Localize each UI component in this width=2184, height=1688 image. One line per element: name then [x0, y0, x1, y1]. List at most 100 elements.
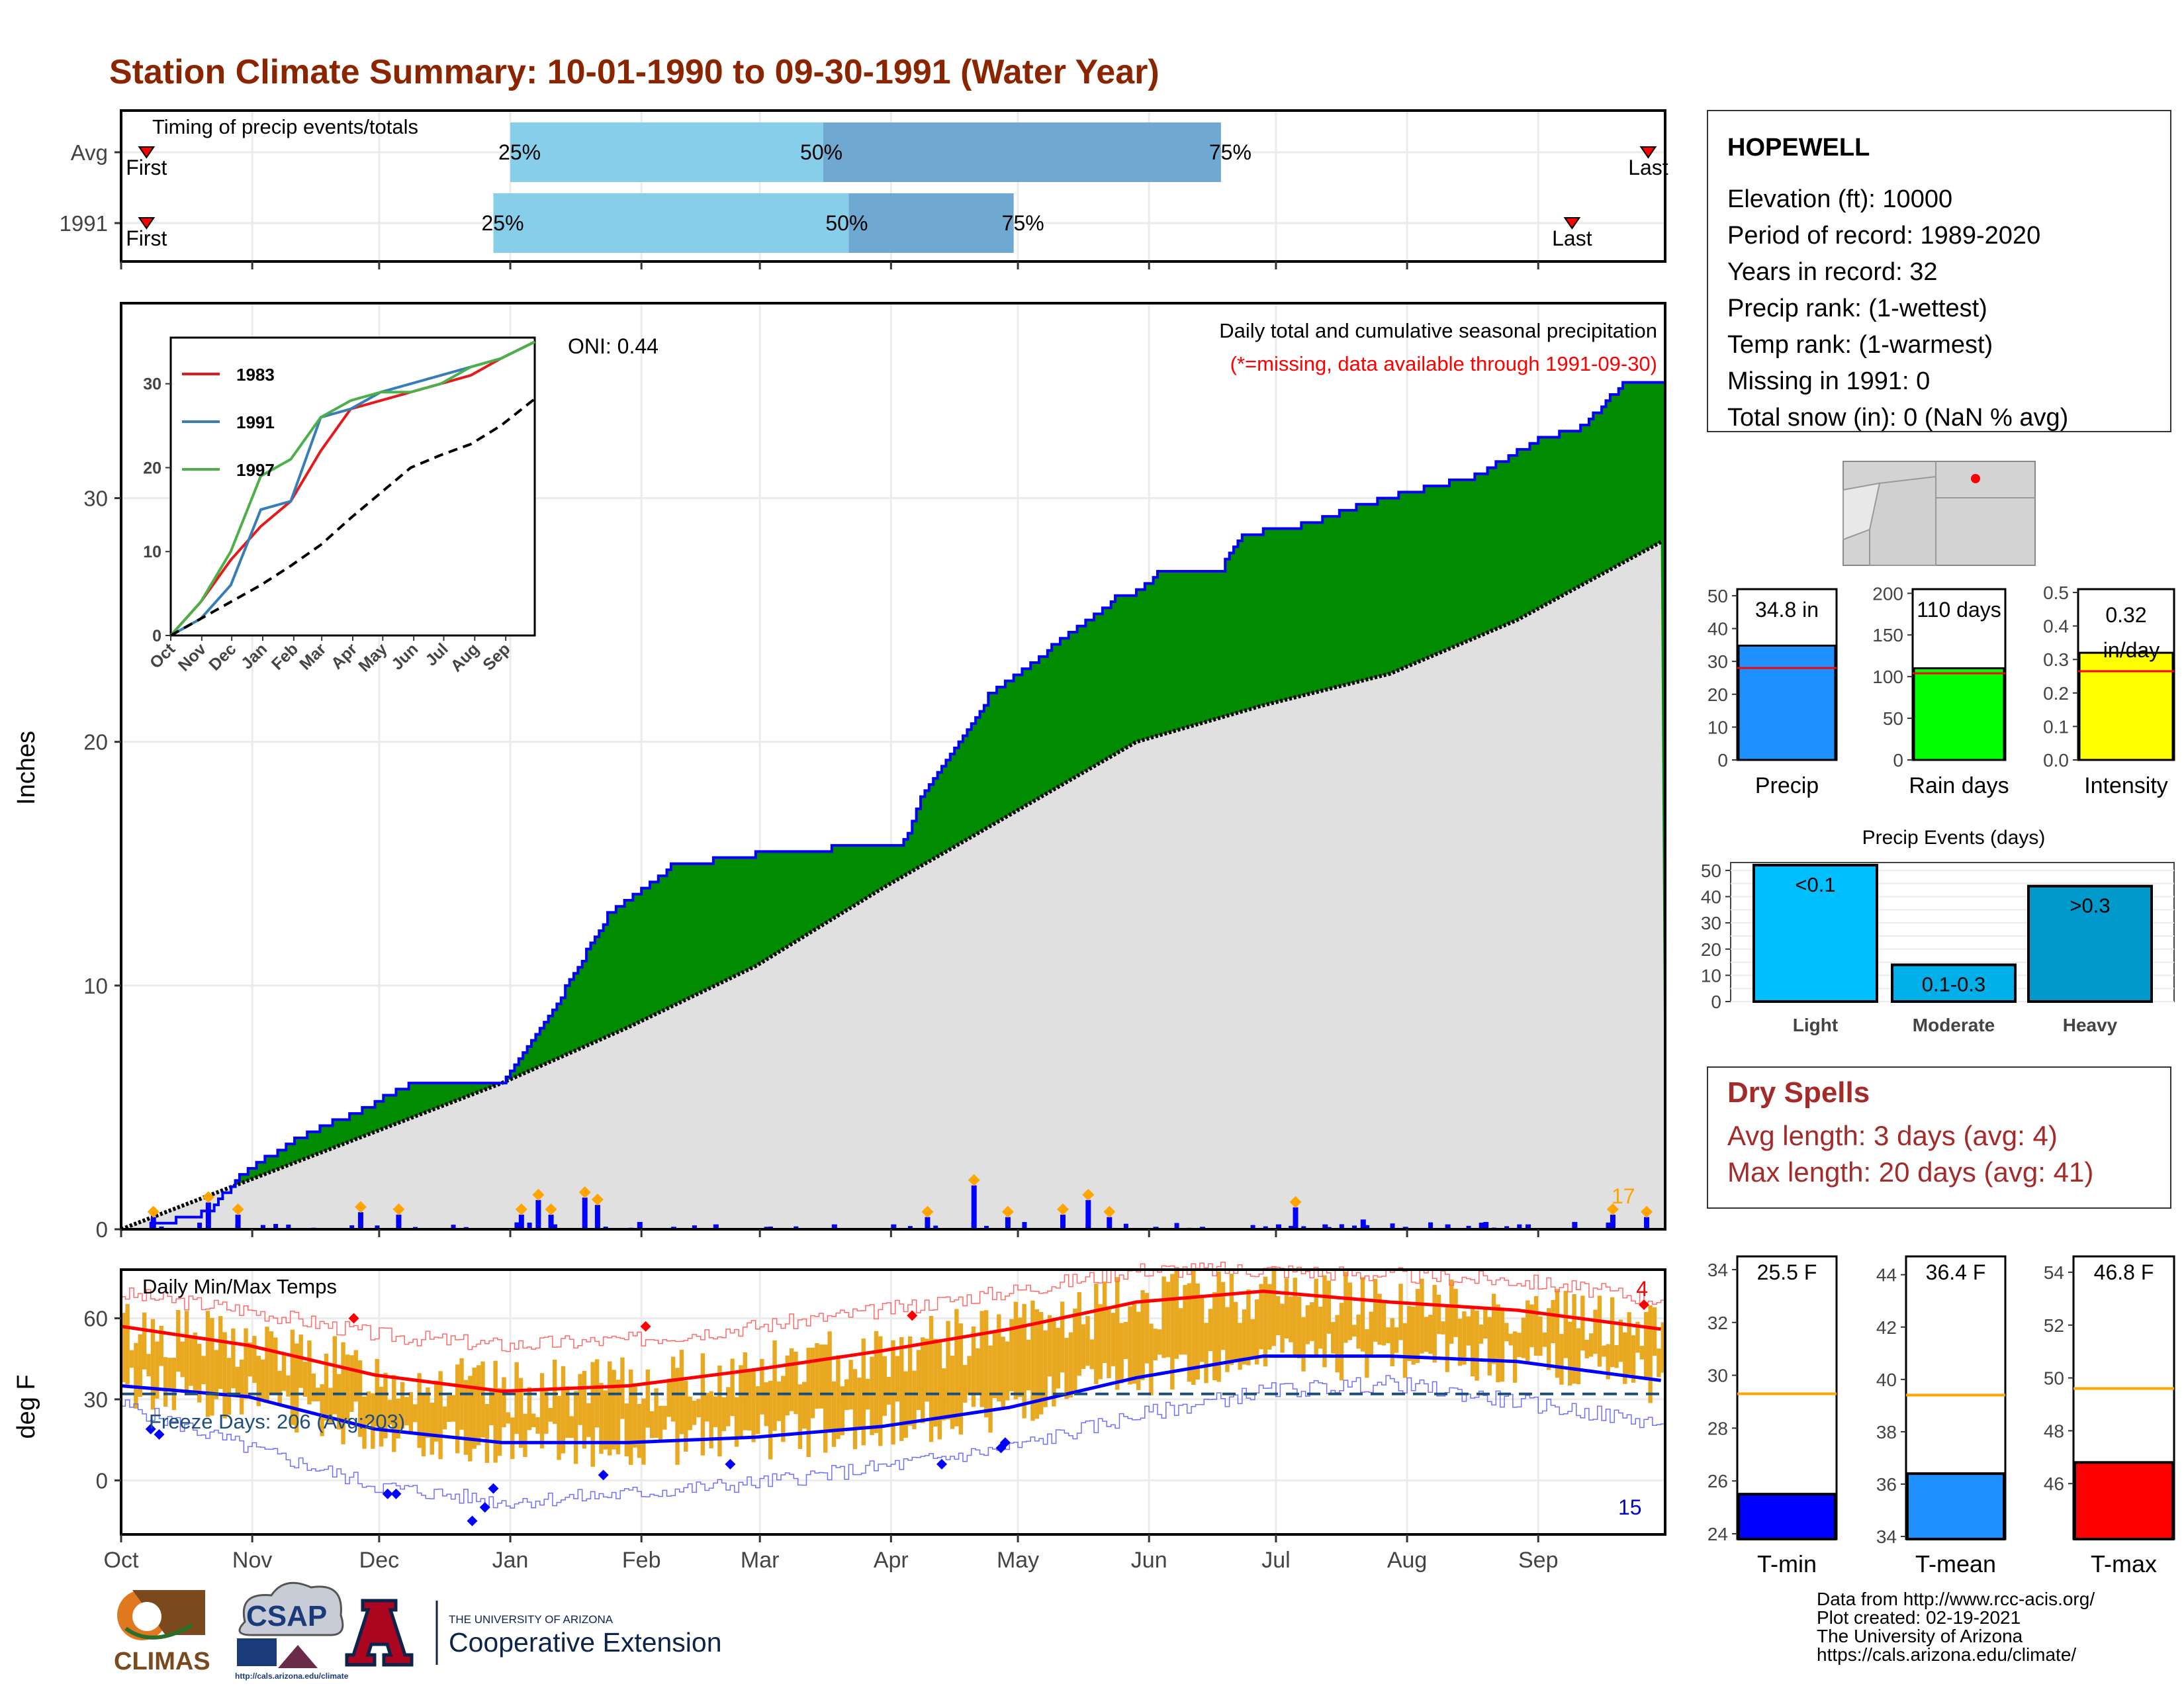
first-marker [138, 146, 156, 159]
min-count: 15 [1618, 1495, 1642, 1519]
daily-precip-bar [235, 1223, 240, 1229]
daily-temp-bar [1220, 1282, 1226, 1350]
daily-temp-bar [1119, 1323, 1124, 1383]
daily-temp-bar [1043, 1330, 1048, 1407]
daily-temp-bar [1314, 1278, 1318, 1358]
temp-summary-bars: 24 26 28 30 32 34 25.5 F T-min 34 36 38 40 42 44 36.4 … [1707, 1255, 2175, 1577]
daily-temp-bar [1246, 1289, 1251, 1366]
daily-temp-bar [447, 1395, 451, 1423]
daily-temp-bar [1580, 1295, 1585, 1351]
daily-precip-bar [1107, 1217, 1113, 1229]
daily-precip-bar [1479, 1223, 1484, 1229]
temp-ytick-label: 0 [96, 1468, 108, 1493]
daily-temp-bar [654, 1388, 659, 1438]
inset-ytick-label: 10 [143, 543, 161, 561]
daily-temp-bar [451, 1395, 455, 1422]
daily-temp-bar [988, 1345, 993, 1433]
daily-temp-bar [1056, 1327, 1060, 1389]
daily-precip-bar [286, 1225, 291, 1229]
daily-precip-bar [794, 1226, 799, 1229]
timing-pct-label: 50% [825, 211, 868, 235]
daily-temp-bar [1496, 1304, 1500, 1383]
temp-bar-ytick-label: 34 [1876, 1526, 1897, 1547]
timing-pct-label: 25% [481, 211, 523, 235]
daily-temp-bar [1584, 1340, 1589, 1358]
daily-temp-bar [544, 1389, 549, 1434]
daily-temp-bar [1470, 1307, 1475, 1377]
inset-legend-label: 1983 [236, 365, 275, 385]
daily-temp-bar [937, 1340, 942, 1440]
daily-temp-bar [565, 1386, 570, 1438]
daily-temp-bar [1326, 1280, 1332, 1334]
daily-temp-bar [1089, 1339, 1095, 1370]
daily-temp-bar [1538, 1316, 1543, 1356]
daily-temp-bar [620, 1357, 625, 1419]
events-ytick-label: 10 [1701, 965, 1721, 986]
daily-temp-bar [700, 1353, 705, 1456]
summary-value-label: 34.8 in [1755, 598, 1819, 622]
record-low-marker [479, 1502, 490, 1513]
daily-temp-bar [1453, 1289, 1458, 1337]
daily-temp-bar [1352, 1325, 1357, 1336]
precip-event-count: 17 [1612, 1184, 1635, 1208]
event-category-label: Heavy [2063, 1015, 2118, 1035]
daily-temp-bar [933, 1338, 938, 1427]
temp-bar-ytick-label: 28 [1707, 1418, 1728, 1438]
daily-temp-bar [1487, 1317, 1492, 1376]
daily-temp-bar [776, 1382, 782, 1421]
first-label: First [126, 156, 167, 179]
daily-temp-bar [612, 1370, 616, 1450]
heavy-event-marker [232, 1203, 244, 1215]
daily-temp-bar [1271, 1267, 1276, 1346]
daily-temp-bar [400, 1382, 405, 1429]
daily-temp-bar [679, 1350, 684, 1434]
daily-temp-bar [726, 1387, 731, 1427]
daily-temp-bar [357, 1360, 363, 1437]
daily-temp-bar [535, 1417, 540, 1434]
daily-temp-bar [649, 1411, 655, 1438]
daily-temp-bar [815, 1343, 819, 1409]
month-label: Dec [359, 1548, 399, 1573]
record-high-marker [1639, 1299, 1650, 1311]
daily-temp-bar [1449, 1280, 1454, 1344]
daily-temp-bar [692, 1401, 697, 1425]
daily-temp-bar [1572, 1294, 1576, 1384]
daily-temp-bar [252, 1336, 257, 1383]
daily-temp-bar [1310, 1302, 1314, 1341]
daily-precip-bar [349, 1225, 355, 1229]
daily-temp-bar [789, 1348, 794, 1411]
daily-precip-bar [159, 1226, 164, 1229]
daily-temp-bar [1009, 1319, 1014, 1391]
daily-temp-bar [1144, 1293, 1150, 1364]
daily-temp-bar [599, 1383, 604, 1454]
daily-temp-bar [608, 1361, 612, 1456]
daily-temp-bar [827, 1331, 832, 1433]
daily-temp-bar [150, 1319, 156, 1410]
daily-temp-bar [489, 1390, 494, 1426]
month-label: Nov [232, 1548, 272, 1573]
footer-line: https://cals.arizona.edu/climate/ [1817, 1644, 2076, 1665]
daily-precip-bar [1301, 1226, 1306, 1229]
daily-precip-bar [535, 1199, 541, 1229]
daily-temp-bar [201, 1356, 206, 1385]
daily-temp-bar [205, 1311, 210, 1417]
daily-temp-bar [912, 1370, 917, 1430]
event-bar-text: >0.3 [2070, 894, 2110, 917]
location-map [1843, 461, 2036, 566]
precip-ylabel: Inches [13, 731, 40, 805]
daily-temp-bar [730, 1358, 735, 1417]
daily-temp-bar [1381, 1303, 1387, 1346]
daily-temp-bar [785, 1355, 790, 1416]
daily-temp-bar [396, 1398, 400, 1439]
daily-temp-bar [882, 1356, 887, 1416]
daily-temp-bar [1195, 1283, 1200, 1380]
events-ytick-label: 50 [1701, 861, 1721, 881]
daily-temp-bar [1132, 1303, 1137, 1384]
daily-temp-bar [180, 1341, 185, 1378]
daily-precip-bar [768, 1226, 773, 1229]
daily-temp-bar [210, 1317, 214, 1416]
daily-precip-bar [1517, 1224, 1522, 1229]
daily-temp-bar [539, 1373, 545, 1449]
month-label: Jun [1131, 1548, 1167, 1573]
daily-temp-bar [861, 1338, 866, 1446]
